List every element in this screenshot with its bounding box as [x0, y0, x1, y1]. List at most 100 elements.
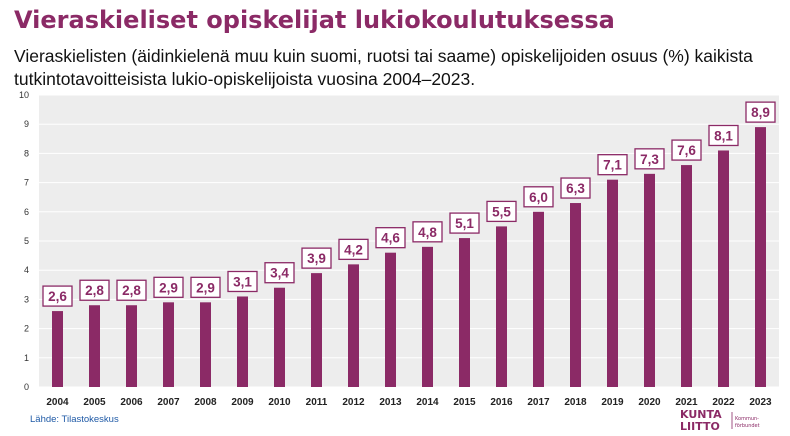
data-label: 7,6 — [677, 143, 696, 158]
data-label-box — [671, 139, 702, 161]
logo-side-2: förbundet — [735, 423, 760, 429]
y-tick-label: 0 — [24, 382, 29, 392]
y-tick-label: 5 — [24, 236, 29, 246]
bar — [533, 211, 544, 387]
data-label-box — [227, 270, 258, 293]
data-label: 2,9 — [159, 280, 178, 295]
x-tick-label: 2006 — [120, 397, 143, 408]
data-label-box — [634, 148, 665, 170]
data-label: 5,1 — [455, 216, 474, 231]
x-tick-label: 2022 — [712, 397, 735, 408]
bar — [718, 150, 729, 387]
bar — [200, 302, 211, 387]
data-label: 5,5 — [492, 204, 511, 219]
x-tick-label: 2005 — [83, 397, 106, 408]
bar — [237, 296, 248, 387]
data-label-box — [412, 221, 443, 243]
x-tick-label: 2023 — [749, 397, 772, 408]
x-tick-label: 2007 — [157, 397, 180, 408]
x-tick-label: 2010 — [268, 397, 291, 408]
y-tick-label: 4 — [24, 265, 29, 275]
bar — [570, 203, 581, 387]
y-tick-label: 1 — [24, 353, 29, 363]
data-label-box — [153, 276, 184, 298]
data-label: 2,6 — [48, 289, 67, 304]
x-tick-label: 2020 — [638, 397, 661, 408]
chart-subtitle: Vieraskielisten (äidinkielenä muu kuin s… — [14, 46, 753, 89]
data-label-box — [375, 227, 406, 249]
data-label-box — [560, 177, 591, 199]
data-label-box — [79, 279, 110, 301]
data-label-box — [449, 212, 480, 234]
logo-side-1: Kommun- — [735, 416, 759, 422]
bar — [52, 311, 63, 387]
data-label-box — [745, 101, 776, 123]
page-title: Vieraskieliset opiskelijat lukiokoulutuk… — [14, 6, 615, 34]
data-label-box — [486, 200, 517, 223]
y-tick-label: 6 — [24, 207, 29, 217]
y-tick-label: 7 — [24, 178, 29, 188]
logo-line-1: KUNTA — [680, 408, 722, 421]
x-tick-label: 2013 — [379, 397, 402, 408]
bar — [89, 305, 100, 387]
x-tick-label: 2011 — [306, 397, 328, 408]
data-label: 4,6 — [381, 231, 400, 246]
bar — [385, 252, 396, 387]
data-label: 8,1 — [714, 128, 733, 143]
kuntaliitto-logo: KUNTA LIITTO Kommun- förbundet — [680, 408, 760, 433]
data-label: 7,1 — [603, 158, 622, 173]
x-tick-label: 2017 — [527, 397, 550, 408]
data-label: 4,8 — [418, 225, 437, 240]
data-label-box — [190, 276, 221, 298]
x-tick-label: 2021 — [675, 397, 698, 408]
bar — [644, 173, 655, 387]
bar — [496, 226, 507, 387]
data-label: 2,8 — [122, 283, 141, 298]
y-tick-label: 9 — [24, 119, 29, 129]
bar — [422, 246, 433, 387]
data-label-box — [523, 186, 554, 208]
bar — [348, 264, 359, 387]
data-label: 4,2 — [344, 242, 363, 257]
x-tick-label: 2008 — [194, 397, 217, 408]
bar — [681, 165, 692, 387]
data-label: 2,8 — [85, 283, 104, 298]
data-label-box — [42, 285, 73, 307]
data-label: 7,3 — [640, 152, 659, 167]
data-label-box — [301, 247, 332, 269]
x-tick-label: 2012 — [342, 397, 365, 408]
data-label-box — [708, 124, 739, 147]
data-label: 3,1 — [233, 274, 252, 289]
bar — [607, 179, 618, 387]
y-tick-label: 10 — [19, 90, 29, 100]
data-label-box — [338, 238, 369, 261]
data-label: 6,0 — [529, 190, 548, 205]
data-label-box — [597, 154, 628, 176]
bar — [126, 305, 137, 387]
bar — [459, 238, 470, 387]
logo-line-2: LIITTO — [680, 420, 720, 433]
y-tick-label: 3 — [24, 294, 29, 304]
x-tick-label: 2004 — [46, 397, 69, 408]
data-label: 3,4 — [270, 266, 289, 281]
bar — [274, 287, 285, 387]
data-label-box — [116, 279, 147, 301]
x-tick-label: 2018 — [564, 397, 587, 408]
bar — [163, 302, 174, 387]
y-tick-label: 2 — [24, 324, 29, 334]
x-tick-label: 2015 — [453, 397, 476, 408]
data-label: 6,3 — [566, 181, 585, 196]
data-label: 2,9 — [196, 280, 215, 295]
bar — [755, 127, 766, 388]
x-tick-label: 2009 — [231, 397, 254, 408]
source-note: Lähde: Tilastokeskus — [30, 414, 119, 425]
bar — [311, 273, 322, 387]
x-tick-label: 2019 — [601, 397, 624, 408]
x-tick-label: 2016 — [490, 397, 513, 408]
data-label: 8,9 — [751, 105, 770, 120]
data-label-box — [264, 262, 295, 284]
y-tick-label: 8 — [24, 148, 29, 158]
data-label: 3,9 — [307, 251, 326, 266]
x-tick-label: 2014 — [416, 397, 439, 408]
